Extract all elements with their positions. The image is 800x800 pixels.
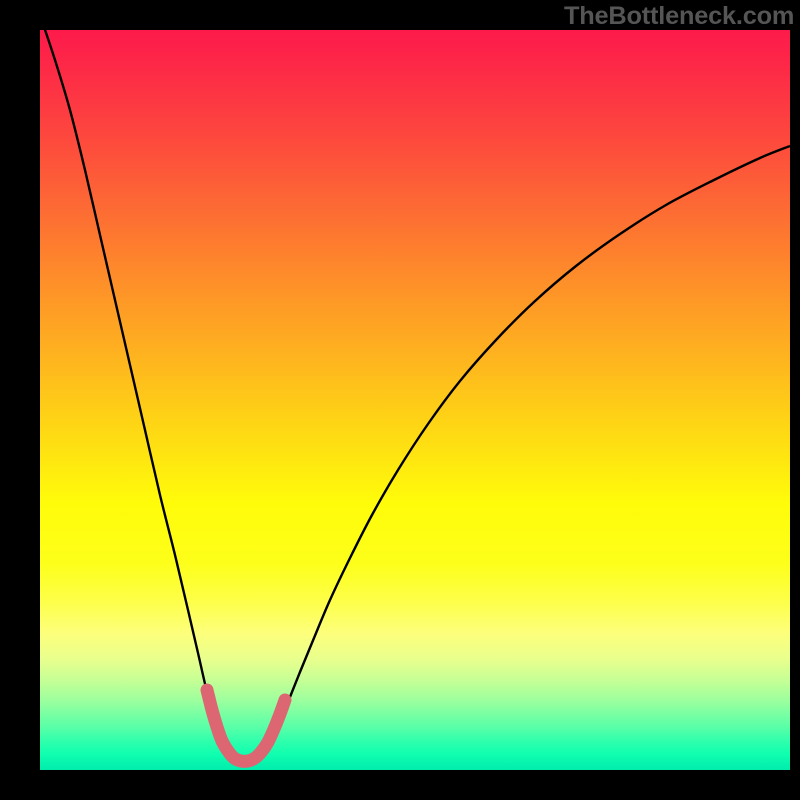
bottleneck-curve-chart (0, 0, 800, 800)
gradient-background (40, 30, 790, 770)
watermark-text: TheBottleneck.com (564, 2, 794, 31)
